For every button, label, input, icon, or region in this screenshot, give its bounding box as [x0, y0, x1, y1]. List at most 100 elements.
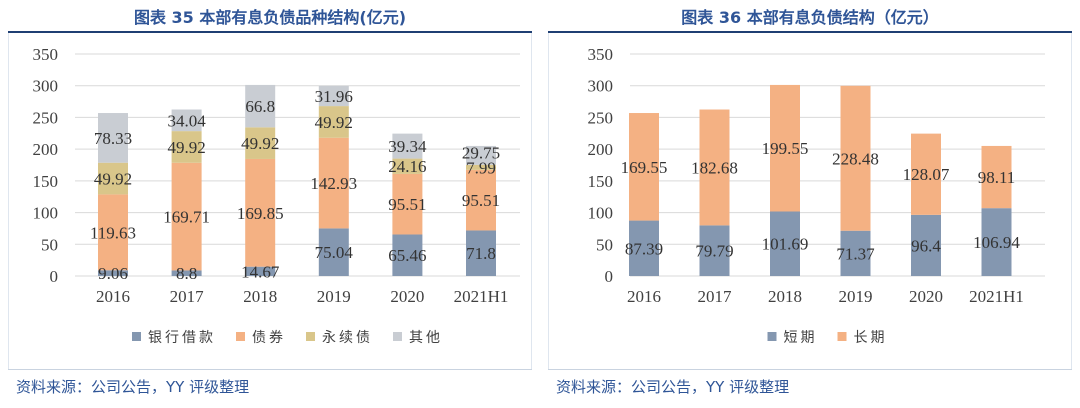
bar-segment — [318, 137, 349, 229]
bar-segment — [840, 230, 871, 276]
y-tick-label: 100 — [33, 204, 59, 223]
legend-label: 银行借款 — [148, 330, 216, 346]
bar-segment — [981, 208, 1012, 276]
y-tick-label: 0 — [50, 267, 59, 286]
bar-segment — [98, 162, 128, 195]
y-tick-label: 100 — [588, 204, 614, 223]
bar-segment — [699, 109, 730, 226]
chart-panel-35: 图表 35 本部有息负债品种结构(亿元) 0 50 100 150 200 250 300 3… — [8, 8, 532, 396]
x-tick-label: 2020 — [390, 287, 424, 306]
y-tick-label: 0 — [605, 267, 614, 286]
chart-panel-36: 图表 36 本部有息负债结构（亿元） 0 50 100 150 200 250 300 350… — [540, 0, 1080, 408]
data-label: 169.85 — [237, 204, 284, 223]
legend-label: 债券 — [252, 330, 286, 346]
bar-segment — [629, 113, 659, 221]
data-label: 8.8 — [176, 264, 197, 283]
data-label: 24.16 — [388, 157, 426, 176]
x-tick-label: 2021H1 — [454, 287, 509, 306]
data-label: 29.75 — [462, 143, 500, 162]
legend-swatch — [393, 332, 402, 341]
data-label: 75.04 — [315, 243, 354, 262]
data-label: 182.68 — [691, 158, 738, 177]
x-tick-label: 2016 — [96, 287, 130, 306]
data-label: 65.46 — [388, 246, 426, 265]
bar-segment — [699, 225, 730, 276]
data-label: 199.55 — [762, 139, 809, 158]
data-label: 71.37 — [836, 244, 875, 263]
data-label: 87.39 — [625, 239, 663, 258]
chart-35: 0 50 100 150 200 250 300 350 9.06 119.63 49.92 78.3… — [33, 45, 520, 346]
x-tick-label: 2017 — [698, 287, 733, 306]
source-note: 资料来源：公司公告，YY 评级整理 — [556, 378, 790, 396]
bar-segment — [911, 214, 941, 276]
y-tick-label: 350 — [33, 45, 59, 64]
legend-swatch — [837, 332, 847, 341]
data-label: 31.96 — [315, 87, 353, 106]
x-tick-label: 2016 — [627, 287, 661, 306]
legend-label: 其他 — [409, 330, 443, 346]
x-tick-label: 2018 — [243, 287, 277, 306]
y-tick-label: 250 — [33, 108, 59, 127]
bar-segment — [840, 85, 871, 231]
y-tick-label: 50 — [41, 235, 58, 254]
legend-label: 永续债 — [322, 329, 373, 346]
y-tick-label: 300 — [588, 77, 614, 96]
bar-segment — [770, 84, 800, 212]
y-tick-label: 50 — [596, 235, 613, 254]
data-label: 14.67 — [241, 262, 280, 281]
y-tick-label: 350 — [588, 45, 614, 64]
data-label: 228.48 — [832, 149, 879, 168]
chart-36: 0 50 100 150 200 250 300 350 87.39 169.55 2016 79.7… — [588, 45, 1045, 346]
bar-segment — [171, 162, 202, 271]
bar-segment — [392, 133, 423, 159]
bar-segment — [171, 131, 202, 163]
legend-swatch — [306, 332, 315, 341]
bar-segment — [98, 113, 128, 163]
chart-frame — [8, 33, 532, 369]
bar-segment — [392, 173, 423, 235]
data-label: 66.8 — [245, 97, 275, 116]
data-label: 169.71 — [163, 208, 210, 227]
bar-segment — [245, 158, 276, 267]
data-label: 119.63 — [90, 223, 136, 242]
bar-segment — [245, 84, 276, 128]
bar-segment — [466, 145, 496, 165]
x-tick-label: 2021H1 — [969, 287, 1024, 306]
data-label: 34.04 — [167, 111, 206, 130]
bar-segment — [392, 158, 423, 174]
chart-frame — [548, 33, 1072, 369]
footer-divider — [548, 369, 1072, 370]
data-label: 7.99 — [466, 158, 496, 177]
bar-segment — [318, 106, 349, 138]
bar-segment — [392, 234, 423, 276]
data-label: 9.06 — [98, 264, 128, 283]
bar-segment — [981, 145, 1012, 209]
x-tick-label: 2019 — [317, 287, 351, 306]
bar-segment — [171, 109, 202, 132]
legend-swatch — [132, 332, 141, 341]
data-label: 49.92 — [94, 170, 132, 189]
divider — [548, 31, 1072, 33]
bar-segment — [98, 194, 128, 271]
data-label: 106.94 — [973, 233, 1020, 252]
legend-label: 短期 — [784, 330, 818, 346]
legend-swatch — [767, 332, 777, 341]
data-label: 128.07 — [903, 165, 950, 184]
bar-segment — [466, 169, 496, 231]
data-label: 71.8 — [466, 244, 496, 263]
y-tick-label: 300 — [33, 77, 59, 96]
data-label: 39.34 — [388, 137, 427, 156]
data-label: 98.11 — [978, 168, 1016, 187]
data-label: 79.79 — [695, 242, 733, 261]
y-tick-label: 150 — [588, 172, 614, 191]
bar-segment — [171, 270, 202, 276]
legend-swatch — [236, 332, 245, 341]
y-tick-label: 150 — [33, 172, 59, 191]
y-tick-label: 200 — [588, 140, 614, 159]
data-label: 96.4 — [911, 236, 941, 255]
chart-title: 图表 36 本部有息负债结构（亿元） — [681, 8, 939, 27]
data-label: 142.93 — [310, 174, 357, 193]
bar-segment — [770, 211, 800, 276]
x-tick-label: 2019 — [839, 287, 873, 306]
bar-segment — [466, 230, 496, 276]
